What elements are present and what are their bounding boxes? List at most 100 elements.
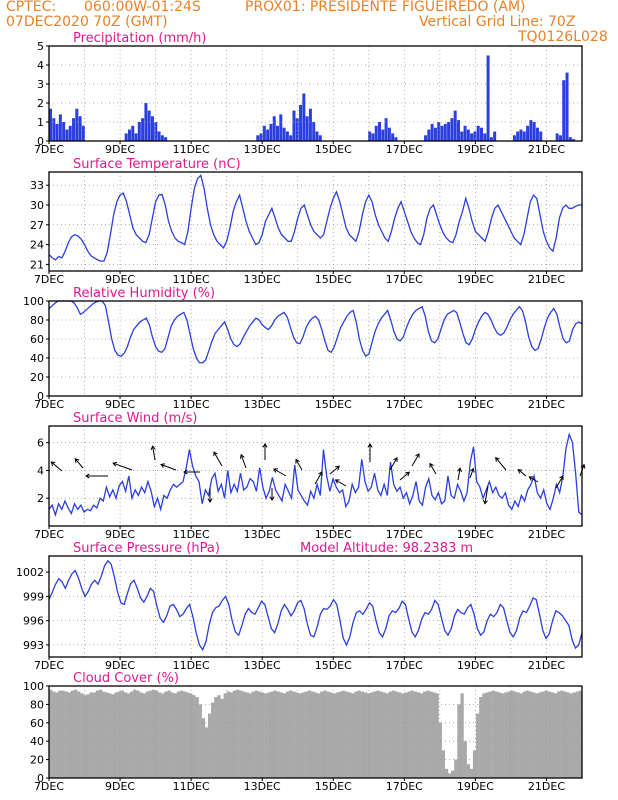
wind-arrow xyxy=(411,453,420,467)
cloud-bar xyxy=(154,690,159,778)
precip-bar xyxy=(480,127,483,141)
header-station: PROX01: PRESIDENTE FIGUEIREDO (AM) xyxy=(245,0,526,15)
precip-bar xyxy=(147,110,151,141)
precip-bar xyxy=(463,125,467,141)
cloud-bar xyxy=(55,692,59,778)
cloud-bar xyxy=(441,750,446,778)
wind-arrow xyxy=(429,463,437,475)
wind-arrow xyxy=(74,458,84,469)
wind-arrow xyxy=(389,457,398,471)
precip-bar xyxy=(489,137,493,141)
cloud-bar xyxy=(553,693,558,778)
precip-bar xyxy=(447,122,451,141)
wind-arrow-head xyxy=(150,445,156,451)
precip-bar xyxy=(519,129,523,141)
wind-arrow xyxy=(399,471,410,481)
cloud-bar xyxy=(170,692,174,778)
precip-bar xyxy=(154,122,158,141)
precip-bar xyxy=(512,135,516,141)
cloud-bar xyxy=(276,691,280,778)
precip-bar xyxy=(137,122,141,141)
cloud-bar xyxy=(323,690,327,778)
cloud-bar xyxy=(345,691,349,778)
x-tick-label: 15DEC xyxy=(315,273,352,286)
wind-arrow-head xyxy=(85,473,90,479)
panel-0: 0 1 2 3 4 5 7DEC 9DEC 11DEC 13DEC 15DEC 17DEC 19DEC 2… xyxy=(34,31,583,156)
cloud-bar xyxy=(189,693,193,778)
cloud-bar xyxy=(416,692,421,778)
cloud-bar xyxy=(270,691,274,778)
y-tick-label: 80 xyxy=(30,698,44,711)
wind-arrow xyxy=(329,465,340,475)
y-tick-label: 80 xyxy=(30,314,44,327)
y-tick-label: 40 xyxy=(30,735,44,748)
cloud-bar xyxy=(388,691,393,778)
wind-arrow xyxy=(469,468,474,479)
x-tick-label: 15DEC xyxy=(315,398,352,411)
x-tick-label: 13DEC xyxy=(244,143,281,156)
precip-bar xyxy=(394,137,398,141)
cloud-bar xyxy=(158,692,162,778)
x-tick-label: 13DEC xyxy=(244,273,281,286)
cloud-bar xyxy=(429,691,433,778)
cloud-bar xyxy=(519,693,523,778)
header-model: TQ0126L028 xyxy=(518,29,608,45)
wind-arrow-head xyxy=(469,467,475,473)
y-tick-label: 0 xyxy=(37,135,44,148)
cloud-bar xyxy=(173,693,177,778)
x-tick-label: 9DEC xyxy=(105,528,135,541)
y-tick-label: 60 xyxy=(30,717,44,730)
precip-bar xyxy=(568,137,572,141)
x-tick-label: 19DEC xyxy=(457,659,494,672)
y-tick-label: 0 xyxy=(37,772,44,785)
wind-arrow-head xyxy=(262,443,268,448)
cloud-bar xyxy=(423,691,427,778)
precip-bar xyxy=(289,135,293,141)
y-tick-label: 60 xyxy=(30,333,44,346)
cloud-bar xyxy=(466,764,470,778)
precip-bar xyxy=(160,135,164,141)
cloud-bar xyxy=(382,692,386,778)
cloud-bar xyxy=(488,691,492,778)
cloud-bar xyxy=(538,692,542,778)
cloud-bar xyxy=(282,693,287,778)
x-tick-label: 19DEC xyxy=(457,780,494,793)
cloud-bar xyxy=(223,693,227,778)
y-tick-label: 100 xyxy=(23,295,44,308)
cloud-bar xyxy=(491,690,495,778)
x-tick-label: 17DEC xyxy=(386,143,423,156)
cloud-bar xyxy=(497,692,502,778)
wind-arrow-head xyxy=(334,479,340,484)
x-tick-label: 15DEC xyxy=(315,659,352,672)
precip-bar xyxy=(453,110,457,141)
cloud-bar xyxy=(292,691,296,778)
cloud-bar xyxy=(557,691,561,778)
wind-arrow-head xyxy=(160,463,165,468)
precip-bar xyxy=(75,108,79,141)
cloud-bar xyxy=(354,691,358,778)
cloud-bar xyxy=(460,693,464,778)
wind-arrow-head xyxy=(112,461,118,467)
cloud-bar xyxy=(572,692,576,778)
x-tick-label: 19DEC xyxy=(457,528,494,541)
cloud-bar xyxy=(179,690,184,778)
precip-bar xyxy=(164,137,168,141)
cloud-bar xyxy=(61,690,65,778)
wind-arrow xyxy=(152,446,156,461)
cloud-bar xyxy=(245,692,249,778)
cloud-bar xyxy=(407,691,411,778)
panel-frame xyxy=(48,555,583,658)
cloud-bar xyxy=(329,692,333,778)
x-tick-label: 15DEC xyxy=(315,780,352,793)
y-tick-label: 1002 xyxy=(16,566,44,579)
cloud-bar xyxy=(52,691,56,778)
precip-bar xyxy=(292,110,296,141)
cloud-bar xyxy=(522,691,527,778)
cloud-bar xyxy=(114,692,118,778)
precip-bar xyxy=(460,131,464,141)
cloud-bar xyxy=(541,691,545,778)
cloud-bar xyxy=(379,691,383,778)
y-tick-label: 993 xyxy=(23,639,44,652)
cloud-bar xyxy=(332,693,336,778)
cloud-bar xyxy=(289,690,293,778)
